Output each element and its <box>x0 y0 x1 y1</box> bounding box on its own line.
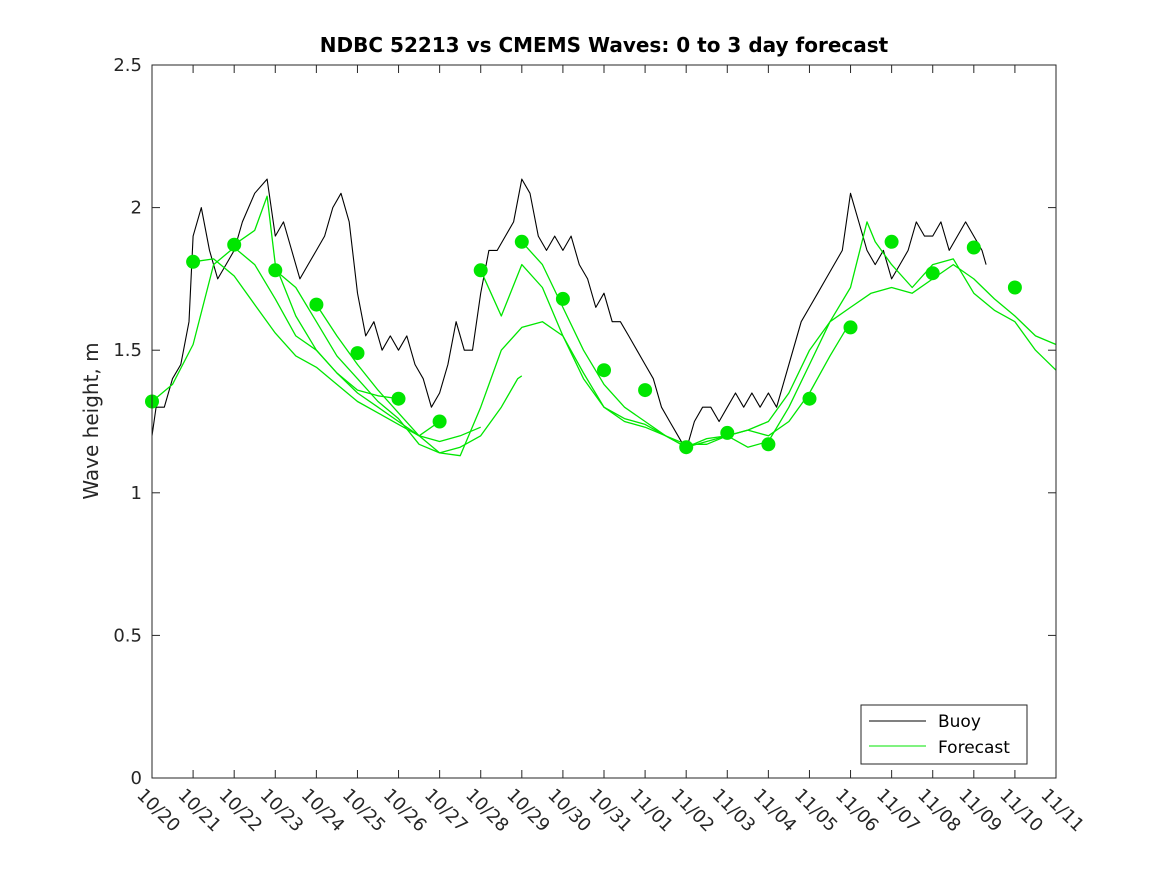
forecast-initial-marker <box>432 414 447 429</box>
y-axis-label: Wave height, m <box>79 342 103 499</box>
forecast-initial-marker <box>391 391 406 406</box>
forecast-initial-marker <box>802 391 817 406</box>
forecast-initial-marker <box>679 440 694 455</box>
y-tick-label: 0.5 <box>113 625 142 646</box>
forecast-initial-marker <box>309 297 324 312</box>
forecast-initial-marker <box>268 263 283 278</box>
forecast-series-line <box>315 304 687 457</box>
plot-area <box>145 65 1057 778</box>
y-tick-label: 2.5 <box>113 55 142 76</box>
forecast-initial-marker <box>227 237 242 252</box>
legend-forecast-label: Forecast <box>938 738 1010 758</box>
marker-layer <box>145 234 1022 455</box>
legend: Buoy Forecast <box>860 704 1028 765</box>
y-tick-label: 1 <box>131 483 142 504</box>
forecast-initial-marker <box>761 437 776 452</box>
y-tick-label: 2 <box>131 198 142 219</box>
forecast-series-line <box>274 269 523 454</box>
forecast-initial-marker <box>186 254 201 269</box>
forecast-initial-marker <box>966 240 981 255</box>
y-tick-label: 0 <box>131 768 142 789</box>
forecast-initial-marker <box>597 363 611 378</box>
legend-box <box>860 704 1028 765</box>
forecast-series-line <box>233 195 481 443</box>
forecast-series-line <box>193 258 440 437</box>
forecast-initial-marker <box>720 425 735 440</box>
series-layer <box>151 178 1057 457</box>
forecast-initial-marker <box>350 346 365 361</box>
plot-background <box>152 65 1056 778</box>
chart-title: NDBC 52213 vs CMEMS Waves: 0 to 3 day fo… <box>320 33 889 57</box>
forecast-initial-marker <box>1007 280 1022 295</box>
forecast-series-line <box>685 221 1057 448</box>
legend-buoy-label: Buoy <box>938 712 981 732</box>
y-tick-label: 1.5 <box>113 340 142 361</box>
forecast-initial-marker <box>843 320 858 335</box>
forecast-series-line <box>521 241 1057 445</box>
forecast-initial-marker <box>473 263 488 278</box>
buoy-series-line <box>151 178 987 451</box>
forecast-series-line <box>151 246 399 402</box>
forecast-initial-marker <box>638 383 653 398</box>
forecast-initial-marker <box>925 266 940 281</box>
forecast-initial-marker <box>884 234 899 249</box>
y-axis: 0 0.5 1 1.5 2 2.5 <box>113 55 1056 789</box>
forecast-initial-marker <box>555 291 570 306</box>
forecast-initial-marker <box>514 234 529 249</box>
